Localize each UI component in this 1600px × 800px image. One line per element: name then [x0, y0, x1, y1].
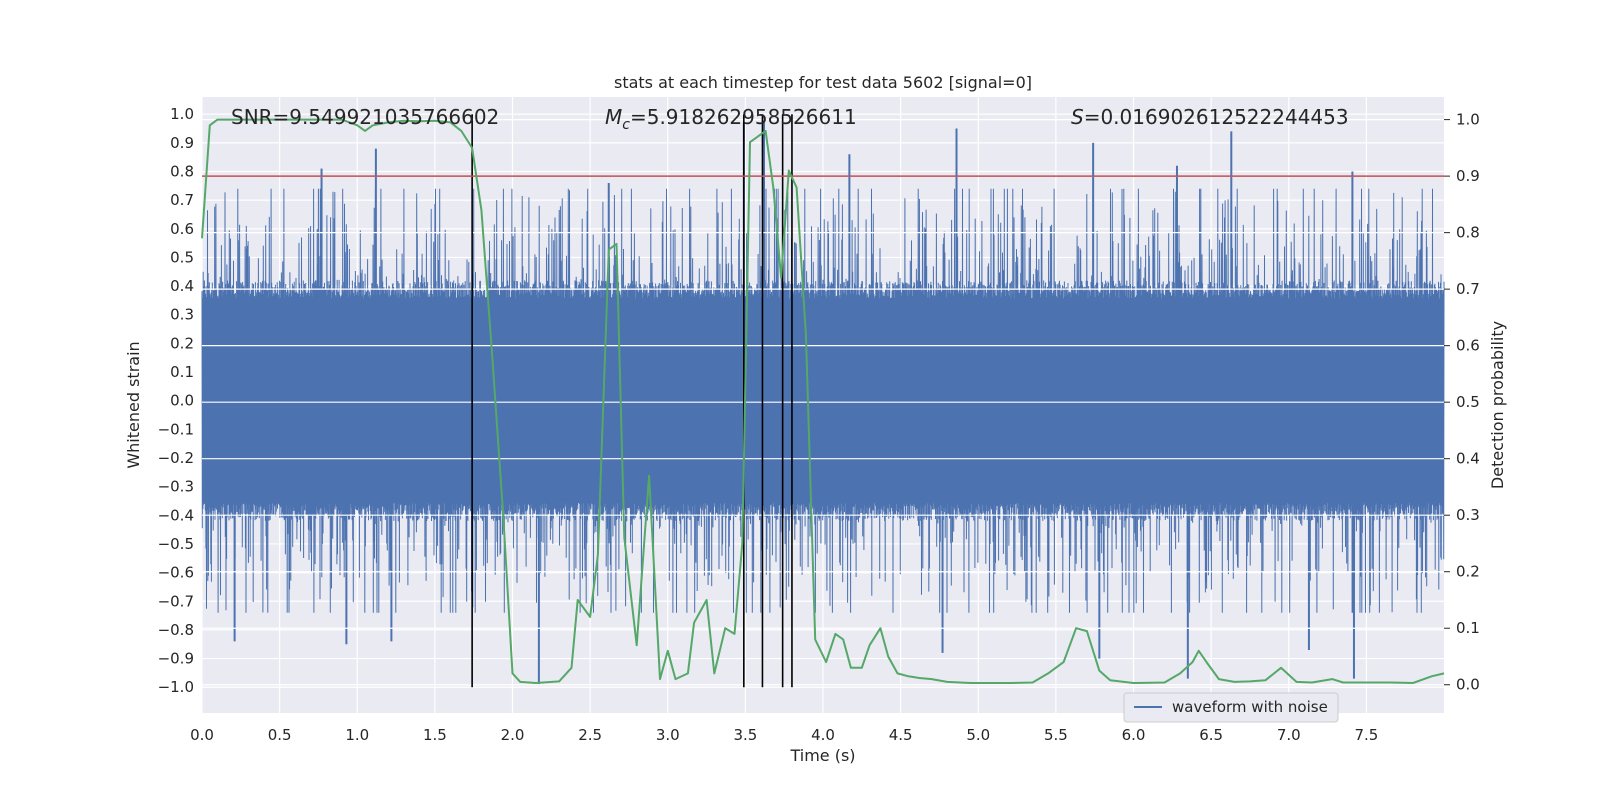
right-tick-labels: 1.0 0.9 0.8 0.7 0.6 0.5 0.4 0.3 0.2 0.1 0.0: [1444, 111, 1480, 694]
right-tick-label: 0.5: [1456, 393, 1480, 411]
chirp-mass-value: =5.918262958526611: [630, 105, 857, 129]
x-tick-label: 4.5: [889, 726, 913, 744]
right-tick-label: 0.0: [1456, 676, 1480, 694]
left-tick-label: −0.5: [158, 535, 194, 553]
right-tick-label: 0.3: [1456, 506, 1480, 524]
right-tick-label: 0.2: [1456, 563, 1480, 581]
x-tick-label: 1.0: [345, 726, 369, 744]
chirp-mass-symbol: M: [605, 105, 622, 129]
x-tick-label: 1.5: [423, 726, 447, 744]
left-tick-label: −0.6: [158, 564, 194, 582]
x-tick-label: 5.0: [966, 726, 990, 744]
detection-probability-line: [201, 118, 1445, 684]
x-tick-label: 0.5: [268, 726, 292, 744]
right-gridlines: [202, 119, 1444, 686]
x-tick-label: 3.0: [656, 726, 680, 744]
x-tick-label: 2.5: [578, 726, 602, 744]
left-tick-label: 1.0: [170, 105, 194, 123]
chart-title: stats at each timestep for test data 560…: [614, 73, 1032, 92]
s-value: =0.016902612522244453: [1084, 105, 1349, 129]
left-tick-label: 0.7: [170, 191, 194, 209]
left-tick-label: 0.3: [170, 306, 194, 324]
left-tick-label: 0.5: [170, 248, 194, 266]
left-tick-label: 0.6: [170, 220, 194, 238]
right-axis-label: Detection probability: [1488, 321, 1507, 489]
x-tick-label: 6.0: [1122, 726, 1146, 744]
right-tick-label: 0.6: [1456, 337, 1480, 355]
x-tick-label: 0.0: [190, 726, 214, 744]
snr-annotation: SNR=9.549921035766602: [231, 105, 499, 129]
x-tick-label: 6.5: [1199, 726, 1223, 744]
waveform-trace: [201, 188, 1445, 613]
x-tick-label: 5.5: [1044, 726, 1068, 744]
s-annotation: S=0.016902612522244453: [1071, 105, 1349, 129]
left-tick-label: −0.7: [158, 592, 194, 610]
right-tick-label: 0.9: [1456, 167, 1480, 185]
right-tick-label: 1.0: [1456, 111, 1480, 129]
left-tick-label: 0.4: [170, 277, 194, 295]
right-tick-label: 0.7: [1456, 280, 1480, 298]
x-tick-label: 7.5: [1354, 726, 1378, 744]
left-axis-label: Whitened strain: [124, 341, 143, 468]
left-tick-label: −1.0: [158, 678, 194, 696]
left-tick-label: 0.0: [170, 392, 194, 410]
left-tick-labels: 1.0 0.9 0.8 0.7 0.6 0.5 0.4 0.3 0.2 0.1 0.0 −0.1 −0.…: [158, 105, 194, 696]
right-tick-label: 0.1: [1456, 619, 1480, 637]
x-tick-label: 7.0: [1277, 726, 1301, 744]
left-tick-label: −0.3: [158, 478, 194, 496]
left-tick-label: −0.8: [158, 621, 194, 639]
x-axis-label: Time (s): [789, 746, 855, 765]
left-tick-label: 0.9: [170, 134, 194, 152]
legend-label: waveform with noise: [1172, 698, 1328, 716]
x-tick-label: 4.0: [811, 726, 835, 744]
left-tick-label: −0.4: [158, 506, 194, 524]
left-tick-label: −0.2: [158, 449, 194, 467]
chirp-mass-subscript: c: [622, 117, 630, 133]
x-tick-label: 2.0: [501, 726, 525, 744]
chirp-mass-annotation: Mc=5.918262958526611: [605, 105, 857, 133]
left-tick-label: 0.1: [170, 363, 194, 381]
left-tick-label: 0.8: [170, 162, 194, 180]
left-tick-label: −0.1: [158, 420, 194, 438]
left-tick-label: −0.9: [158, 650, 194, 668]
s-symbol: S: [1071, 105, 1084, 129]
left-tick-label: 0.2: [170, 334, 194, 352]
vertical-markers: [471, 114, 793, 688]
x-tick-labels: 0.0 0.5 1.0 1.5 2.0 2.5 3.0 3.5 4.0 4.5 5.0 5.5 6.0 6…: [190, 726, 1378, 744]
right-tick-label: 0.8: [1456, 224, 1480, 242]
x-tick-label: 3.5: [733, 726, 757, 744]
right-tick-label: 0.4: [1456, 450, 1480, 468]
legend-box: [1123, 692, 1339, 723]
legend: waveform with noise: [1123, 692, 1339, 723]
